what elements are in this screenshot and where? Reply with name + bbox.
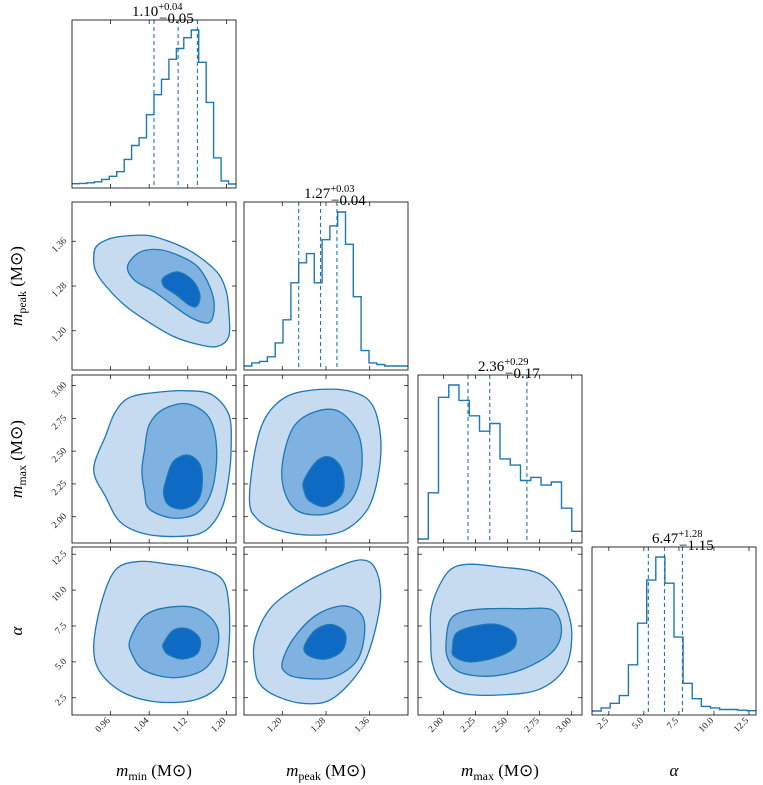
axis-label-text: mpeak (M⊙) <box>286 761 366 783</box>
contour-level-3 <box>303 623 347 660</box>
panel-title-3: 6.47+1.28 <box>652 529 703 547</box>
panel-title-minus-1: −0.04 <box>331 193 366 209</box>
panel-frame <box>417 374 583 544</box>
panel-frame <box>71 19 237 189</box>
panel-frame <box>71 546 237 716</box>
x-tick-label: 3.00 <box>555 716 574 735</box>
y-axis-label-2: mmax (M⊙) <box>7 420 29 498</box>
panel-frame <box>243 201 409 371</box>
y-tick-label: 2.5 <box>54 693 70 709</box>
y-tick-label: 1.36 <box>50 236 69 255</box>
x-tick-label: 2.00 <box>427 716 446 735</box>
panel-title-1: 1.27+0.03 <box>304 184 355 202</box>
x-tick-label: 2.50 <box>491 716 510 735</box>
y-tick-label: 1.28 <box>50 281 69 300</box>
axis-label-text: α <box>7 625 26 635</box>
x-tick-label: 2.75 <box>523 716 542 735</box>
y-tick-label: 2.25 <box>50 479 69 498</box>
panel-title-minus-3: −1.15 <box>679 538 714 554</box>
axis-label-text: mpeak (M⊙) <box>7 246 29 326</box>
y-axis-label-3: α <box>7 625 26 635</box>
x-tick-label: 1.12 <box>171 716 190 735</box>
contour-level-3 <box>451 623 517 663</box>
x-axis-label-3: α <box>670 761 680 780</box>
x-tick-label: 12.5 <box>732 716 751 735</box>
contour-level-3 <box>302 456 345 508</box>
panel-title-minus-2: −0.17 <box>505 366 540 382</box>
contour-level-3 <box>161 271 201 308</box>
axis-label-text: mmax (M⊙) <box>7 420 29 498</box>
histogram-panel-1: 1.27+0.03−0.04 <box>243 184 409 371</box>
x-axis-label-0: mmin (M⊙) <box>116 761 192 783</box>
x-tick-label: 5.0 <box>631 716 647 732</box>
contour-level-3 <box>162 454 203 510</box>
contour-panel-1-0 <box>71 201 237 371</box>
panel-title-0: 1.10+0.04 <box>132 2 183 20</box>
y-tick-label: 2.50 <box>50 446 69 465</box>
x-tick-label: 1.36 <box>353 716 372 735</box>
x-tick-label: 7.5 <box>666 716 682 732</box>
axis-label-text: mmin (M⊙) <box>116 761 192 783</box>
axis-label-text: mmax (M⊙) <box>461 761 539 783</box>
panel-frame <box>417 546 583 716</box>
x-tick-label: 1.20 <box>210 716 229 735</box>
histogram-step <box>418 384 582 540</box>
y-tick-label: 12.5 <box>50 549 69 568</box>
contour-panel-2-0 <box>71 374 237 544</box>
histogram-panel-2: 2.36+0.29−0.17 <box>417 357 583 544</box>
panel-frame <box>71 374 237 544</box>
x-axis-label-1: mpeak (M⊙) <box>286 761 366 783</box>
y-tick-label: 5.0 <box>54 657 70 673</box>
y-tick-label: 2.00 <box>50 512 69 531</box>
x-tick-label: 0.96 <box>94 716 113 735</box>
x-tick-label: 1.28 <box>309 716 328 735</box>
x-tick-label: 1.04 <box>132 716 151 735</box>
x-tick-label: 1.20 <box>266 716 285 735</box>
panel-title-minus-0: −0.05 <box>159 11 194 27</box>
panel-frame <box>591 546 757 716</box>
y-tick-label: 10.0 <box>50 585 69 604</box>
histogram-step <box>592 556 756 712</box>
x-tick-label: 2.5 <box>595 716 611 732</box>
contour-panel-3-1 <box>243 546 409 716</box>
contour-level-3 <box>162 627 202 660</box>
y-tick-label: 3.00 <box>50 380 69 399</box>
contour-panel-2-1 <box>243 374 409 544</box>
contour-panel-3-2 <box>417 546 583 716</box>
panel-title-2: 2.36+0.29 <box>478 357 529 375</box>
y-axis-label-1: mpeak (M⊙) <box>7 246 29 326</box>
y-tick-label: 2.75 <box>50 413 69 432</box>
x-axis-label-2: mmax (M⊙) <box>461 761 539 783</box>
axis-label-text: α <box>670 761 680 780</box>
histogram-panel-3: 6.47+1.28−1.15 <box>591 529 757 716</box>
y-tick-label: 1.20 <box>50 326 69 345</box>
y-tick-label: 7.5 <box>54 621 70 637</box>
histogram-step <box>244 211 408 367</box>
x-tick-label: 2.25 <box>459 716 478 735</box>
x-tick-label: 10.0 <box>697 716 716 735</box>
histogram-panel-0: 1.10+0.04−0.05 <box>71 2 237 189</box>
contour-panel-3-0 <box>71 546 237 716</box>
